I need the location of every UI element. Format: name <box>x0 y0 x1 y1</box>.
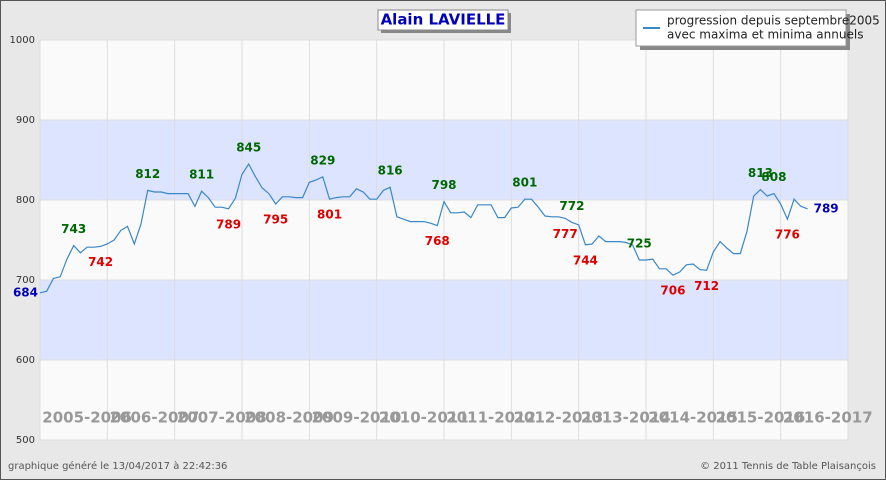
data-label: 811 <box>189 168 214 182</box>
series-line <box>39 162 808 294</box>
data-label: 789 <box>216 217 241 231</box>
data-label: 712 <box>694 279 719 293</box>
data-label: 789 <box>814 201 839 215</box>
data-label: 768 <box>425 234 450 248</box>
x-tick-label: 2005-2006 <box>42 409 132 427</box>
data-label: 812 <box>135 167 160 181</box>
data-label: 744 <box>573 253 598 267</box>
x-tick-label: 2012-2013 <box>514 409 604 427</box>
x-tick-label: 2015-2016 <box>716 409 806 427</box>
footer-right: © 2011 Tennis de Table Plaisançois <box>700 461 876 472</box>
chart-title: Alain LAVIELLE <box>381 11 506 29</box>
x-tick-label: 2006-2007 <box>110 409 200 427</box>
data-label: 706 <box>660 284 685 298</box>
y-tick-label: 800 <box>16 195 35 206</box>
data-label: 772 <box>559 199 584 213</box>
title-box <box>377 9 509 31</box>
x-tick-label: 2011-2012 <box>446 409 536 427</box>
data-label: 845 <box>236 141 261 155</box>
legend-text: progression depuis septembre2005 <box>667 14 880 28</box>
y-tick-label: 900 <box>16 115 35 126</box>
data-label: 795 <box>263 213 288 227</box>
data-label: 801 <box>512 176 537 190</box>
footer-left: graphique généré le 13/04/2017 à 22:42:3… <box>8 460 227 472</box>
y-tick-label: 1000 <box>10 35 35 46</box>
data-label: 684 <box>13 285 38 299</box>
y-tick-label: 500 <box>16 435 35 446</box>
data-label: 829 <box>310 153 335 167</box>
data-label: 777 <box>553 227 578 241</box>
legend-text: avec maxima et minima annuels <box>667 28 863 42</box>
data-label: 808 <box>761 170 786 184</box>
plot <box>39 39 849 441</box>
data-label: 776 <box>775 228 800 242</box>
x-tick-label: 2007-2008 <box>177 409 267 427</box>
data-label: 743 <box>61 222 86 236</box>
x-tick-label: 2013-2014 <box>581 409 671 427</box>
data-label: 816 <box>378 164 403 178</box>
data-label: 801 <box>317 208 342 222</box>
x-tick-label: 2008-2009 <box>244 409 334 427</box>
data-label: 725 <box>627 237 652 251</box>
y-tick-label: 600 <box>16 355 35 366</box>
x-tick-label: 2016-2017 <box>783 409 873 427</box>
data-label: 813 <box>748 166 773 180</box>
x-tick-label: 2010-2011 <box>379 409 469 427</box>
y-tick-label: 700 <box>16 275 35 286</box>
data-label: 798 <box>431 178 456 192</box>
legend-box <box>635 9 847 47</box>
x-tick-label: 2014-2015 <box>648 409 738 427</box>
x-tick-label: 2009-2010 <box>312 409 402 427</box>
data-label: 742 <box>88 255 113 269</box>
